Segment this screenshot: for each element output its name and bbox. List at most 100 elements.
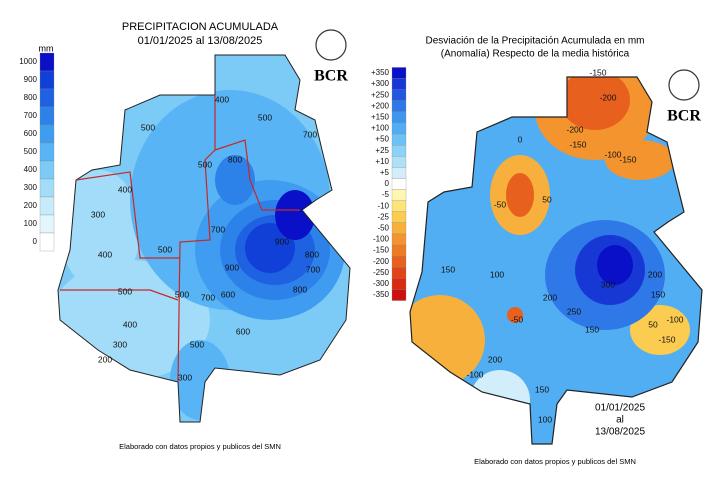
contour-label: 600 bbox=[221, 289, 235, 299]
legend-label: -25 bbox=[377, 212, 389, 221]
contour-label: 300 bbox=[91, 209, 105, 219]
legend-swatch bbox=[391, 156, 407, 168]
legend-label: 900 bbox=[24, 75, 38, 84]
logo: BCR bbox=[314, 68, 348, 85]
legend-swatch bbox=[391, 278, 407, 290]
legend-swatch bbox=[39, 178, 55, 198]
date-from: 01/01/2025 bbox=[595, 403, 645, 414]
legend-label: -150 bbox=[373, 246, 390, 255]
legend-label: 800 bbox=[24, 93, 38, 102]
legend-swatch bbox=[391, 111, 407, 124]
contour-label: 200 bbox=[543, 292, 557, 302]
contour-label: 700 bbox=[201, 292, 215, 302]
contour-label: 500 bbox=[190, 339, 204, 349]
legend: +350+300+250+200+150+100+50+25+10+50-5-1… bbox=[371, 67, 407, 301]
left-panel: PRECIPITACION ACUMULADA 01/01/2025 al 13… bbox=[19, 21, 351, 451]
contour-label: 150 bbox=[585, 324, 599, 334]
contour-label: 150 bbox=[651, 289, 665, 299]
contour-label: 600 bbox=[236, 326, 250, 336]
legend-swatch bbox=[39, 142, 55, 162]
right-panel: Desviación de la Precipitación Acumulada… bbox=[371, 36, 703, 466]
contour-label: 50 bbox=[648, 319, 658, 329]
contour-label: 500 bbox=[118, 286, 132, 296]
legend-swatch bbox=[391, 67, 407, 79]
legend-swatch bbox=[391, 167, 407, 179]
legend-swatch bbox=[391, 144, 407, 157]
title: Desviación de la Precipitación Acumulada… bbox=[426, 36, 645, 47]
contour-labels: 400 500 500 700 800 500 400 300 500 400 700 900 800 9… bbox=[91, 94, 320, 382]
legend-swatch bbox=[391, 200, 407, 212]
legend-swatch bbox=[391, 267, 407, 279]
legend-swatch bbox=[39, 106, 55, 126]
legend-swatch bbox=[391, 133, 407, 146]
contour-label: 200 bbox=[98, 354, 112, 364]
contour-label: 400 bbox=[123, 319, 137, 329]
contour-label: 300 bbox=[178, 372, 192, 382]
contour-label: -150 bbox=[658, 334, 675, 344]
legend-label: +5 bbox=[380, 168, 390, 177]
legend-swatch bbox=[39, 232, 55, 252]
legend-label: +25 bbox=[375, 146, 389, 155]
legend-label: -250 bbox=[373, 268, 390, 277]
contour-label: -200 bbox=[599, 92, 616, 102]
legend-swatch bbox=[391, 100, 407, 113]
logo-emblem bbox=[315, 29, 347, 61]
contour-label: 700 bbox=[306, 264, 320, 274]
anomaly-field bbox=[410, 77, 702, 444]
legend-label: +10 bbox=[375, 157, 389, 166]
legend-label: 600 bbox=[24, 129, 38, 138]
legend-swatch bbox=[391, 178, 407, 190]
legend-label: -200 bbox=[373, 257, 390, 266]
contour-label: -150 bbox=[619, 154, 636, 164]
logo-emblem bbox=[668, 69, 700, 101]
legend-swatch bbox=[391, 189, 407, 201]
contour-label: -150 bbox=[589, 67, 606, 77]
contour-label: 500 bbox=[175, 289, 189, 299]
legend-swatch bbox=[39, 214, 55, 234]
legend-swatch bbox=[391, 233, 407, 246]
legend-label: -5 bbox=[382, 190, 390, 199]
footer: Elaborado con datos propios y publicos d… bbox=[474, 457, 636, 466]
contour-label: -50 bbox=[511, 314, 524, 324]
title: PRECIPITACION ACUMULADA bbox=[122, 21, 279, 33]
contour-label: 0 bbox=[518, 134, 523, 144]
legend-swatch bbox=[39, 124, 55, 144]
legend-swatch bbox=[391, 255, 407, 268]
contour-label: 200 bbox=[488, 354, 502, 364]
contour-label: 150 bbox=[535, 384, 549, 394]
legend-label: -10 bbox=[377, 201, 389, 210]
legend-label: +50 bbox=[375, 135, 389, 144]
legend-label: 0 bbox=[385, 179, 390, 188]
legend-label: +300 bbox=[371, 79, 390, 88]
contour-label: 400 bbox=[98, 249, 112, 259]
legend-label: 200 bbox=[24, 201, 38, 210]
precip-field bbox=[58, 55, 350, 422]
contour-label: 700 bbox=[211, 224, 225, 234]
legend-swatch bbox=[39, 196, 55, 216]
legend-label: +150 bbox=[371, 113, 390, 122]
legend-label: 500 bbox=[24, 147, 38, 156]
contour-label: 400 bbox=[118, 184, 132, 194]
contour-label: 50 bbox=[542, 194, 552, 204]
contour-label: 100 bbox=[538, 414, 552, 424]
legend-label: -100 bbox=[373, 235, 390, 244]
legend-swatch bbox=[391, 244, 407, 257]
legend-label: 300 bbox=[24, 183, 38, 192]
contour-label: -100 bbox=[666, 314, 683, 324]
contour-label: 500 bbox=[198, 159, 212, 169]
subtitle: (Anomalía) Respecto de la media históric… bbox=[441, 49, 630, 60]
legend-swatch bbox=[391, 222, 407, 235]
legend-label: +100 bbox=[371, 124, 390, 133]
logo: BCR bbox=[667, 108, 701, 125]
legend-swatch bbox=[391, 289, 407, 301]
contour-label: -150 bbox=[569, 139, 586, 149]
contour-label: -200 bbox=[566, 124, 583, 134]
footer: Elaborado con datos propios y publicos d… bbox=[119, 442, 281, 451]
contour-label: 900 bbox=[225, 262, 239, 272]
contour-label: 300 bbox=[601, 279, 615, 289]
legend-swatch bbox=[39, 88, 55, 108]
legend-swatch bbox=[391, 211, 407, 224]
contour-label: 800 bbox=[228, 154, 242, 164]
contour-label: 500 bbox=[158, 244, 172, 254]
